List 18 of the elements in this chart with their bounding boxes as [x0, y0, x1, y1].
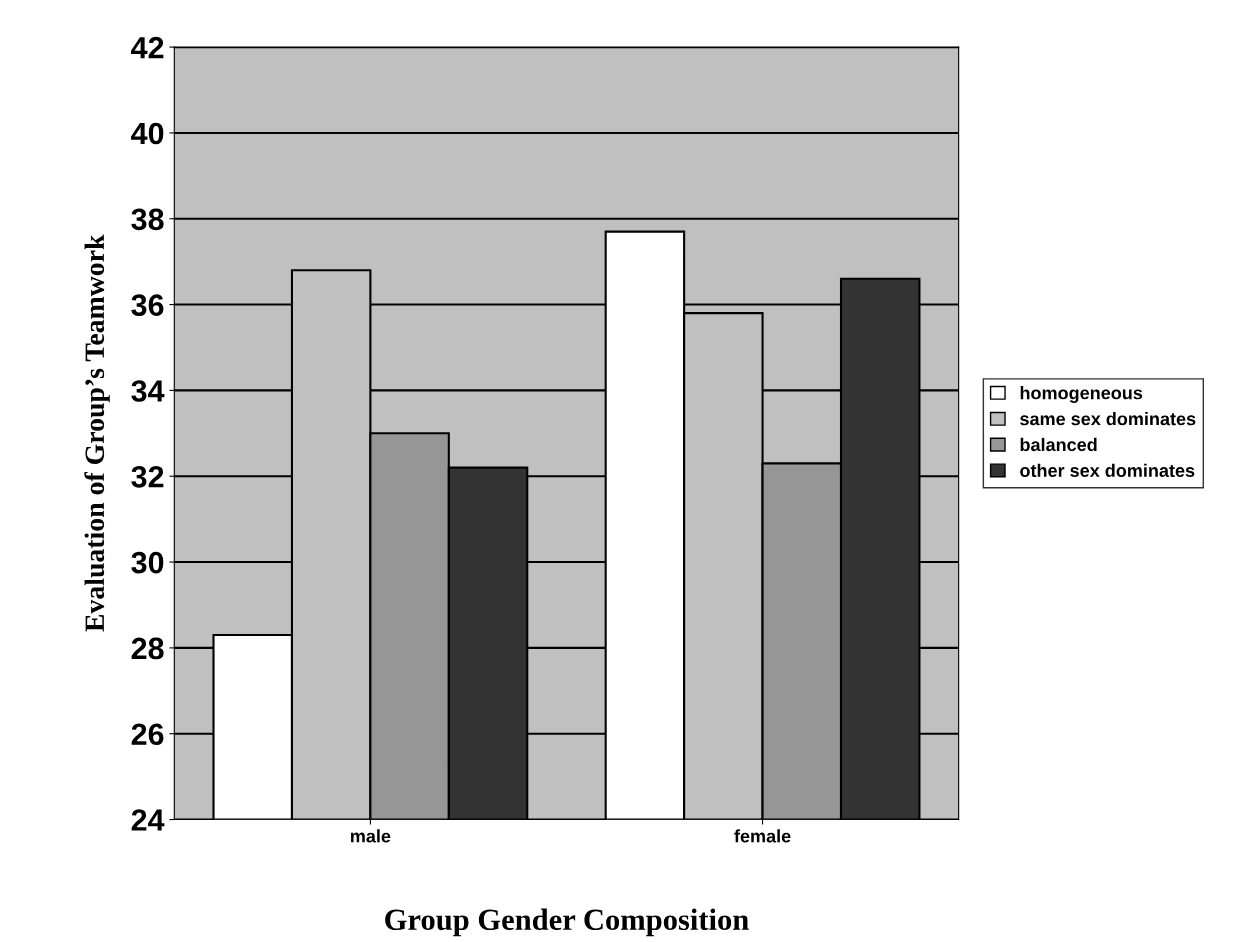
y-tick-label: 24: [131, 809, 165, 831]
y-tick-label: 32: [131, 465, 164, 488]
legend-label: balanced: [1020, 437, 1097, 452]
y-tick-label: 26: [131, 723, 164, 746]
x-axis-title: Group Gender Composition: [385, 908, 749, 937]
legend-label: homogeneous: [1020, 386, 1143, 403]
x-tick-label: female: [734, 829, 791, 843]
y-tick-label: 36: [131, 294, 164, 316]
y-tick-label: 40: [131, 122, 164, 145]
legend-label: other sex dominates: [1020, 463, 1195, 477]
y-tick-label: 38: [131, 208, 164, 231]
y-tick-label: 34: [131, 380, 165, 402]
x-tick-label: male: [351, 829, 391, 843]
y-tick-label: 42: [131, 36, 164, 59]
y-tick-label: 30: [131, 551, 164, 574]
y-tick-label: 28: [131, 637, 164, 660]
legend-label: same sex dominates: [1020, 412, 1196, 426]
y-axis-title: Evaluation of Group’s Teamwork: [84, 234, 110, 632]
